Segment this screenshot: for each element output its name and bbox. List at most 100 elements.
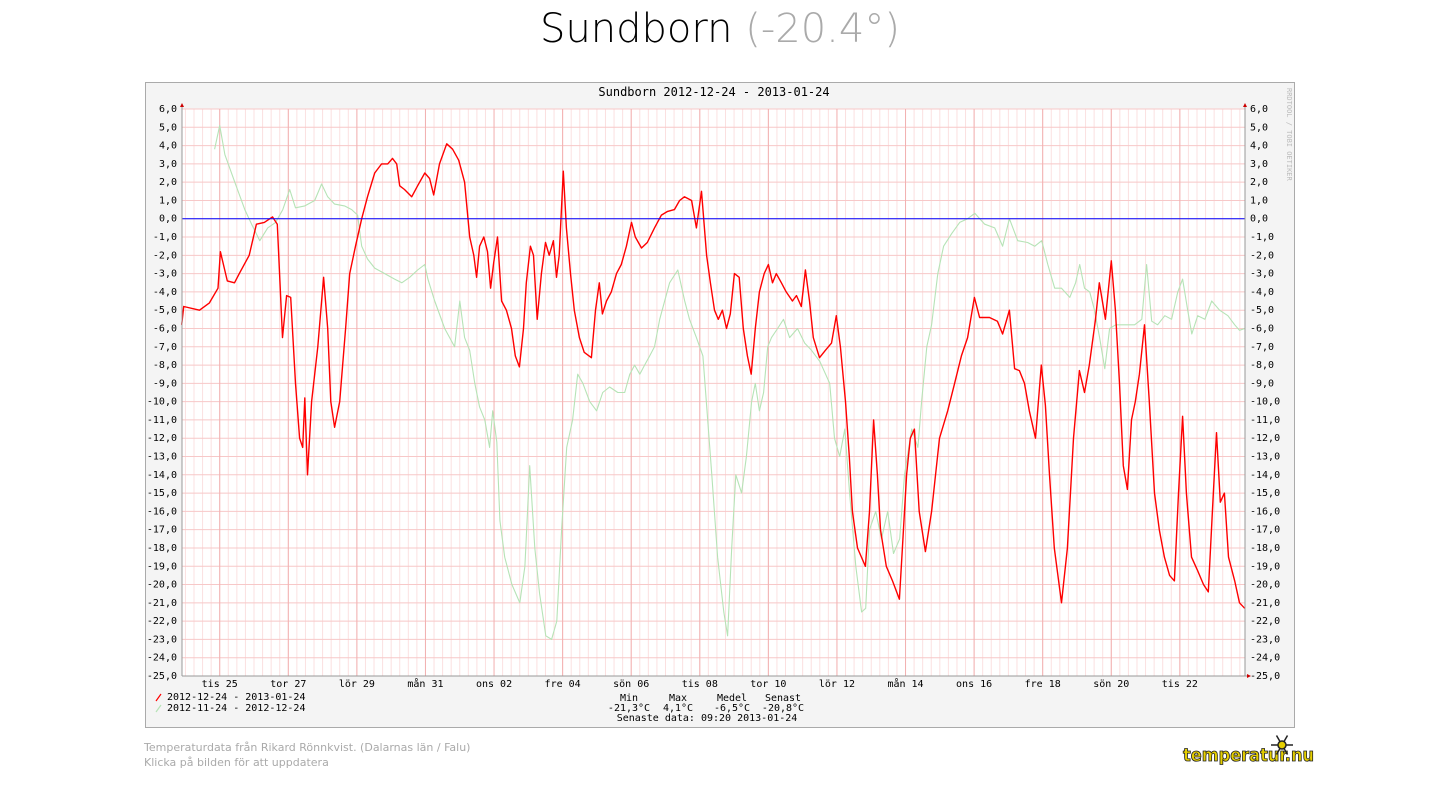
y2-tick-label: -24,0 bbox=[1250, 653, 1280, 664]
y2-tick-label: -11,0 bbox=[1250, 415, 1280, 426]
x-tick-label: tis 08 bbox=[682, 679, 718, 690]
y-tick-label: -6,0 bbox=[153, 323, 177, 334]
legend-swatch bbox=[155, 693, 162, 702]
x-tick-label: ons 16 bbox=[956, 679, 992, 690]
y2-tick-label: -19,0 bbox=[1250, 561, 1280, 572]
y2-tick-label: -1,0 bbox=[1250, 232, 1274, 243]
y-tick-label: -13,0 bbox=[147, 452, 177, 463]
x-tick-label: fre 18 bbox=[1025, 679, 1061, 690]
x-tick-label: lör 29 bbox=[339, 679, 375, 690]
y2-tick-label: -10,0 bbox=[1250, 397, 1280, 408]
y-tick-label: 3,0 bbox=[159, 159, 177, 170]
series-line bbox=[214, 124, 1245, 640]
hint-note: Klicka på bilden för att uppdatera bbox=[144, 756, 329, 769]
y2-tick-label: -13,0 bbox=[1250, 452, 1280, 463]
x-tick-label: sön 20 bbox=[1093, 679, 1129, 690]
y2-tick-label: -6,0 bbox=[1250, 323, 1274, 334]
y-tick-label: 4,0 bbox=[159, 141, 177, 152]
source-note: Temperaturdata från Rikard Rönnkvist. (D… bbox=[143, 741, 470, 754]
watermark: RRDTOOL / TOBI OETIKER bbox=[1285, 88, 1293, 182]
x-tick-label: fre 04 bbox=[545, 679, 581, 690]
y-tick-label: -21,0 bbox=[147, 598, 177, 609]
y2-tick-label: -3,0 bbox=[1250, 269, 1274, 280]
x-tick-label: lör 12 bbox=[819, 679, 855, 690]
y2-tick-label: -18,0 bbox=[1250, 543, 1280, 554]
y2-tick-label: 3,0 bbox=[1250, 159, 1268, 170]
y2-tick-label: 4,0 bbox=[1250, 141, 1268, 152]
x-tick-label: mån 31 bbox=[407, 677, 443, 690]
y-tick-label: 0,0 bbox=[159, 214, 177, 225]
y-tick-label: -2,0 bbox=[153, 250, 177, 261]
y-tick-label: -12,0 bbox=[147, 433, 177, 444]
y2-tick-label: -23,0 bbox=[1250, 634, 1280, 645]
axes: 6,0 6,0 5,0 5,0 4,0 4,0 3,0 3,0 2,0 2,0 1,0 1,0 0,0 0… bbox=[147, 103, 1280, 690]
stat-value: -6,5°C bbox=[714, 703, 750, 714]
logo[interactable]: temperatur.nu bbox=[1183, 745, 1315, 767]
y-tick-label: -16,0 bbox=[147, 506, 177, 517]
y2-tick-label: -2,0 bbox=[1250, 250, 1274, 261]
y2-tick-label: -8,0 bbox=[1250, 360, 1274, 371]
y-tick-label: -4,0 bbox=[153, 287, 177, 298]
y2-tick-label: -5,0 bbox=[1250, 305, 1274, 316]
x-tick-label: tor 27 bbox=[270, 679, 306, 690]
y2-tick-label: -12,0 bbox=[1250, 433, 1280, 444]
last-data: Senaste data: 09:20 2013-01-24 bbox=[617, 713, 798, 724]
y2-tick-label: -21,0 bbox=[1250, 598, 1280, 609]
series-line bbox=[181, 143, 1246, 609]
y2-tick-label: 6,0 bbox=[1250, 104, 1268, 115]
y-tick-label: -7,0 bbox=[153, 342, 177, 353]
y-tick-label: -25,0 bbox=[147, 671, 177, 682]
legend-label: 2012-11-24 - 2012-12-24 bbox=[167, 703, 305, 714]
x-tick-label: sön 06 bbox=[613, 679, 649, 690]
y2-tick-label: -22,0 bbox=[1250, 616, 1280, 627]
axis-arrow bbox=[180, 103, 184, 107]
x-tick-label: tor 10 bbox=[750, 679, 786, 690]
x-tick-label: ons 02 bbox=[476, 679, 512, 690]
y-tick-label: 5,0 bbox=[159, 122, 177, 133]
legend-label: 2012-12-24 - 2013-01-24 bbox=[167, 692, 305, 703]
y2-tick-label: -17,0 bbox=[1250, 525, 1280, 536]
page-title: Sundborn (-20.4°) bbox=[540, 6, 900, 52]
axis-arrow bbox=[1247, 674, 1251, 678]
x-tick-label: mån 14 bbox=[887, 677, 923, 690]
y-tick-label: -18,0 bbox=[147, 543, 177, 554]
y2-tick-label: 5,0 bbox=[1250, 122, 1268, 133]
y2-tick-label: -9,0 bbox=[1250, 378, 1274, 389]
y-tick-label: -11,0 bbox=[147, 415, 177, 426]
stat-value: -20,8°C bbox=[762, 703, 804, 714]
y2-tick-label: -25,0 bbox=[1250, 671, 1280, 682]
current-temp: (-20.4°) bbox=[745, 6, 900, 52]
y2-tick-label: 2,0 bbox=[1250, 177, 1268, 188]
stat-header: Medel bbox=[717, 693, 747, 704]
y2-tick-label: 0,0 bbox=[1250, 214, 1268, 225]
y-tick-label: -5,0 bbox=[153, 305, 177, 316]
y2-tick-label: -16,0 bbox=[1250, 506, 1280, 517]
y-tick-label: -19,0 bbox=[147, 561, 177, 572]
stat-header: Min bbox=[620, 693, 638, 704]
stat-value: -21,3°C bbox=[608, 703, 650, 714]
stat-value: 4,1°C bbox=[663, 703, 693, 714]
plot-area bbox=[182, 109, 1245, 676]
chart-title: Sundborn 2012-12-24 - 2013-01-24 bbox=[598, 85, 829, 99]
y-tick-label: -15,0 bbox=[147, 488, 177, 499]
y-tick-label: -20,0 bbox=[147, 580, 177, 591]
y2-tick-label: -14,0 bbox=[1250, 470, 1280, 481]
stat-header: Senast bbox=[765, 693, 801, 704]
y-tick-label: -8,0 bbox=[153, 360, 177, 371]
logo-snowflake bbox=[1271, 735, 1293, 755]
y-tick-label: -23,0 bbox=[147, 634, 177, 645]
y2-tick-label: -20,0 bbox=[1250, 580, 1280, 591]
y-tick-label: 2,0 bbox=[159, 177, 177, 188]
y-tick-label: -9,0 bbox=[153, 378, 177, 389]
x-tick-label: tis 22 bbox=[1162, 679, 1198, 690]
y-tick-label: -14,0 bbox=[147, 470, 177, 481]
y-tick-label: -10,0 bbox=[147, 397, 177, 408]
x-tick-label: tis 25 bbox=[202, 679, 238, 690]
y-tick-label: -22,0 bbox=[147, 616, 177, 627]
y-tick-label: -1,0 bbox=[153, 232, 177, 243]
stat-header: Max bbox=[669, 693, 687, 704]
legend-swatch bbox=[155, 704, 162, 713]
